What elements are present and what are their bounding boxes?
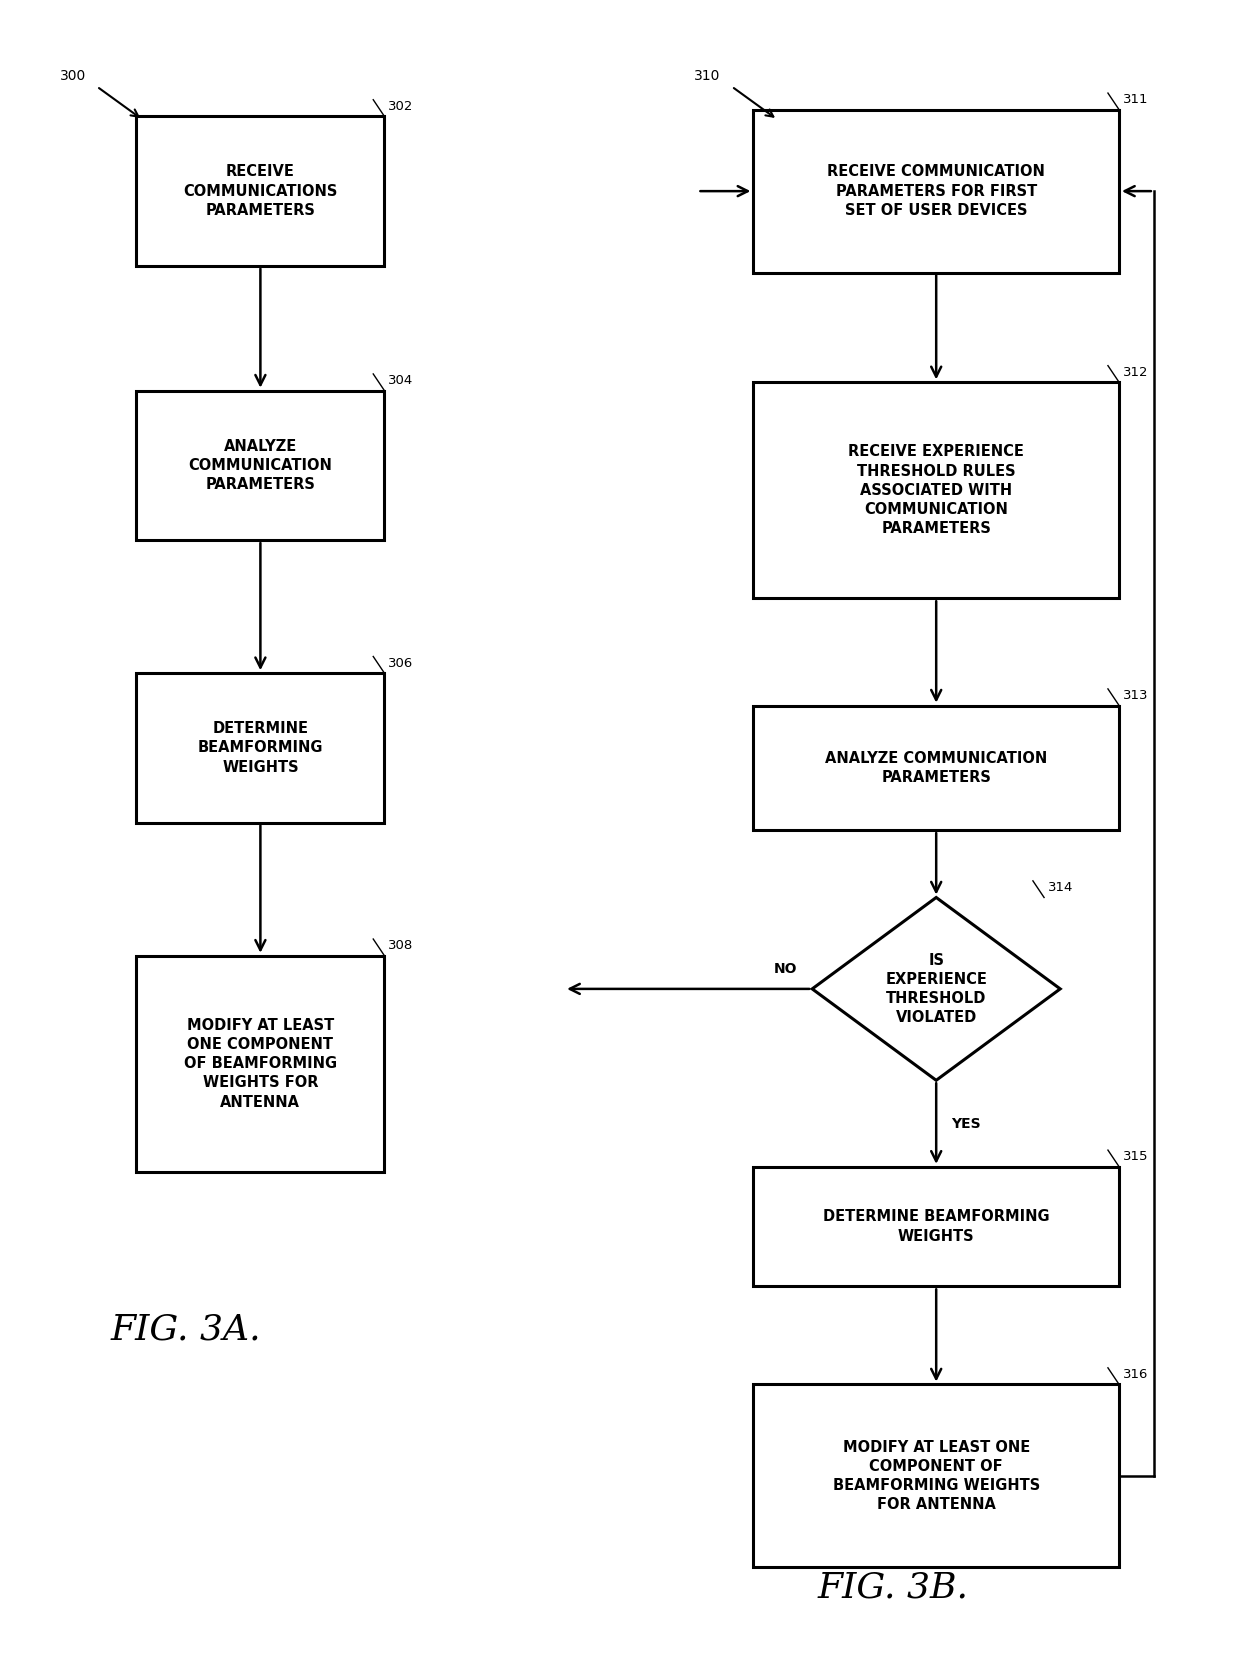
FancyBboxPatch shape [754, 1167, 1120, 1286]
Text: 306: 306 [388, 656, 413, 670]
Text: RECEIVE
COMMUNICATIONS
PARAMETERS: RECEIVE COMMUNICATIONS PARAMETERS [184, 165, 337, 218]
Text: MODIFY AT LEAST
ONE COMPONENT
OF BEAMFORMING
WEIGHTS FOR
ANTENNA: MODIFY AT LEAST ONE COMPONENT OF BEAMFOR… [184, 1017, 337, 1110]
FancyBboxPatch shape [136, 673, 384, 823]
Text: FIG. 3A.: FIG. 3A. [110, 1313, 262, 1346]
Polygon shape [812, 897, 1060, 1080]
Text: DETERMINE
BEAMFORMING
WEIGHTS: DETERMINE BEAMFORMING WEIGHTS [197, 721, 324, 774]
Text: 312: 312 [1123, 366, 1148, 379]
FancyBboxPatch shape [754, 110, 1120, 273]
Text: 310: 310 [694, 70, 720, 83]
Text: IS
EXPERIENCE
THRESHOLD
VIOLATED: IS EXPERIENCE THRESHOLD VIOLATED [885, 952, 987, 1025]
Text: 315: 315 [1123, 1150, 1148, 1163]
FancyBboxPatch shape [754, 705, 1120, 829]
Text: ANALYZE COMMUNICATION
PARAMETERS: ANALYZE COMMUNICATION PARAMETERS [825, 751, 1048, 784]
Text: 314: 314 [1048, 881, 1073, 894]
FancyBboxPatch shape [136, 391, 384, 540]
Text: RECEIVE EXPERIENCE
THRESHOLD RULES
ASSOCIATED WITH
COMMUNICATION
PARAMETERS: RECEIVE EXPERIENCE THRESHOLD RULES ASSOC… [848, 444, 1024, 537]
FancyBboxPatch shape [754, 382, 1120, 598]
Text: 304: 304 [388, 374, 413, 387]
Text: YES: YES [951, 1117, 981, 1130]
FancyBboxPatch shape [136, 116, 384, 266]
Text: RECEIVE COMMUNICATION
PARAMETERS FOR FIRST
SET OF USER DEVICES: RECEIVE COMMUNICATION PARAMETERS FOR FIR… [827, 165, 1045, 218]
FancyBboxPatch shape [754, 1384, 1120, 1567]
Text: MODIFY AT LEAST ONE
COMPONENT OF
BEAMFORMING WEIGHTS
FOR ANTENNA: MODIFY AT LEAST ONE COMPONENT OF BEAMFOR… [832, 1439, 1040, 1512]
Text: FIG. 3B.: FIG. 3B. [817, 1571, 968, 1604]
Text: 300: 300 [60, 70, 86, 83]
Text: 308: 308 [388, 939, 413, 952]
Text: ANALYZE
COMMUNICATION
PARAMETERS: ANALYZE COMMUNICATION PARAMETERS [188, 439, 332, 492]
Text: NO: NO [774, 962, 797, 976]
FancyBboxPatch shape [136, 956, 384, 1172]
Text: 313: 313 [1123, 690, 1148, 701]
Text: 311: 311 [1123, 93, 1148, 106]
Text: 302: 302 [388, 100, 413, 113]
Text: DETERMINE BEAMFORMING
WEIGHTS: DETERMINE BEAMFORMING WEIGHTS [823, 1210, 1049, 1243]
Text: 316: 316 [1123, 1368, 1148, 1381]
